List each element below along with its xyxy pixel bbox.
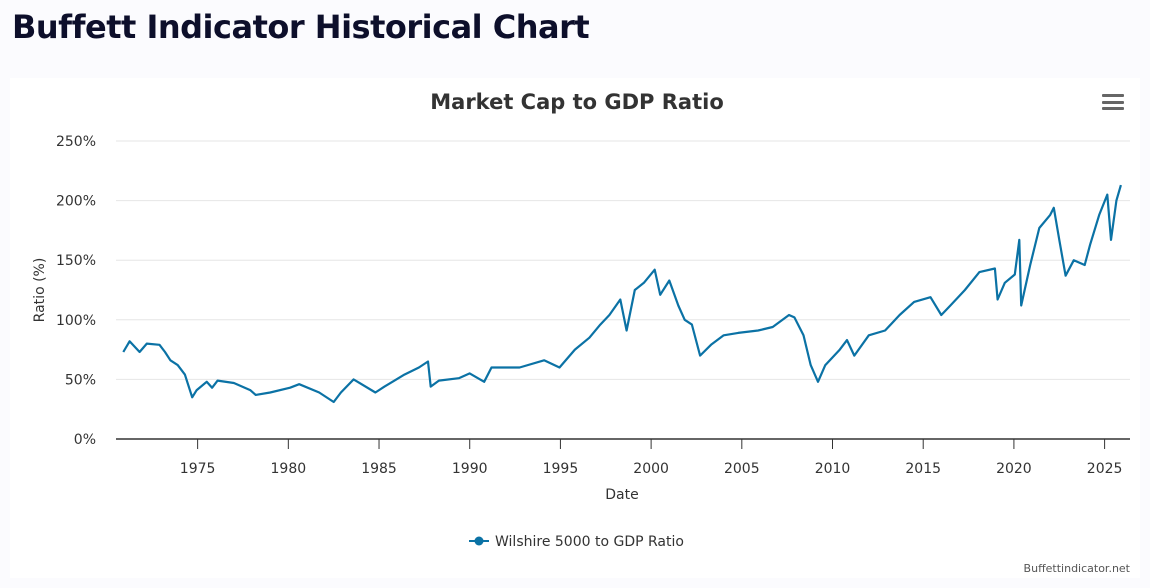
x-tick-label: 1975: [180, 461, 216, 477]
legend-marker-icon: [474, 536, 484, 546]
x-tick-label: 1990: [452, 461, 488, 477]
x-tick-label: 2020: [996, 461, 1032, 477]
x-tick-label: 2005: [724, 461, 760, 477]
y-tick-label: 150%: [56, 253, 96, 269]
chart-title: Market Cap to GDP Ratio: [430, 90, 724, 114]
x-tick-label: 2010: [815, 461, 851, 477]
x-tick-label: 1980: [271, 461, 307, 477]
x-tick-label: 2025: [1087, 461, 1123, 477]
y-axis-label: Ratio (%): [32, 258, 48, 323]
credit-text: Buffettindicator.net: [1024, 562, 1131, 575]
legend-label: Wilshire 5000 to GDP Ratio: [495, 534, 684, 550]
page-title: Buffett Indicator Historical Chart: [12, 8, 590, 46]
x-tick-label: 1985: [361, 461, 397, 477]
x-tick-label: 2000: [633, 461, 669, 477]
y-tick-label: 200%: [56, 194, 96, 210]
x-axis-label: Date: [605, 487, 638, 503]
hamburger-menu-icon[interactable]: [1102, 94, 1124, 112]
y-tick-label: 0%: [74, 432, 96, 448]
x-tick-label: 1995: [543, 461, 579, 477]
y-tick-label: 50%: [65, 372, 96, 388]
series-line: [122, 184, 1122, 404]
y-tick-label: 100%: [56, 313, 96, 329]
chart-card: [10, 78, 1140, 578]
x-tick-label: 2015: [905, 461, 941, 477]
y-tick-label: 250%: [56, 134, 96, 150]
legend-item[interactable]: Wilshire 5000 to GDP Ratio: [469, 534, 684, 550]
